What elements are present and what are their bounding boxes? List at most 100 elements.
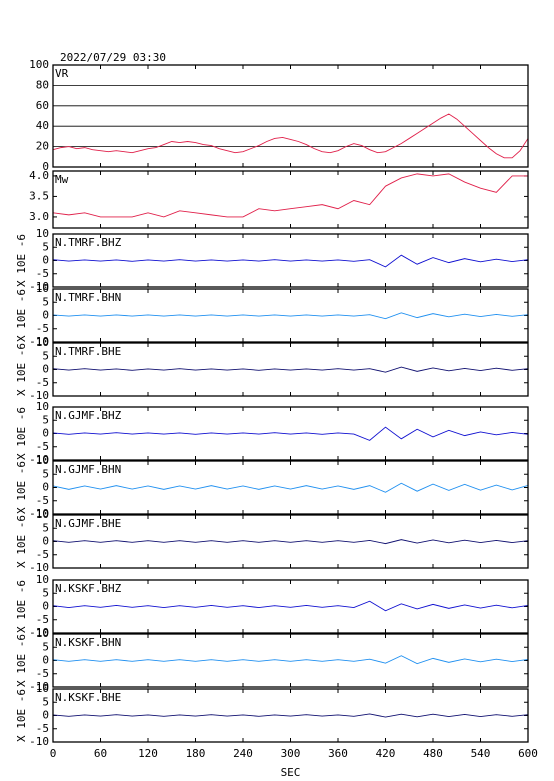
y-tick-label: 5 [42,467,49,480]
y-tick-label: 0 [42,363,49,376]
y-tick-label: 0 [42,709,49,722]
panel-frame [52,633,529,688]
trace [52,426,529,441]
y-tick-label: -10 [29,680,49,693]
trace [52,600,529,612]
panel-label: N.TMRF.BHZ [55,236,122,249]
y-tick-label: 0 [42,160,49,173]
trace [52,539,529,545]
panel-frame [52,688,529,743]
trace [52,173,528,218]
x-tick-label: 600 [518,747,538,760]
y-tick-label: 0 [42,427,49,440]
y-axis-label: X 10E -6 [15,343,28,396]
y-tick-label: 10 [36,682,49,695]
y-axis-label: X 10E -6 [15,634,28,687]
trace [52,366,529,373]
panel-frame [52,514,529,569]
panel-frame [52,288,529,343]
panel-label: N.KSKF.BHZ [55,582,122,595]
y-tick-label: 40 [36,119,49,132]
y-axis-label: X 10E -6 [15,289,28,342]
panel-label: N.GJMF.BHE [55,517,121,530]
y-tick-label: 10 [36,336,49,349]
x-tick-label: 240 [233,747,253,760]
trace [52,655,529,665]
y-tick-label: -5 [36,722,49,735]
panel-label: N.KSKF.BHN [55,636,121,649]
panel-label: VR [55,67,69,80]
y-tick-label: -5 [36,548,49,561]
y-tick-label: 4.0 [29,169,49,182]
panel-label: Mw [55,173,69,186]
x-tick-label: 180 [186,747,206,760]
y-tick-label: 5 [42,349,49,362]
panel-label: N.TMRF.BHN [55,291,121,304]
y-tick-label: -10 [29,507,49,520]
y-tick-label: 60 [36,99,49,112]
trace [52,254,529,268]
y-tick-label: -5 [36,322,49,335]
y-axis-label: X 10E -6 [15,234,28,287]
y-tick-label: 10 [36,508,49,521]
y-tick-label: 0 [42,535,49,548]
y-tick-label: -10 [29,735,49,748]
panel-label: N.TMRF.BHE [55,345,121,358]
y-axis-label: X 10E -6 [15,461,28,514]
y-tick-label: 3.0 [29,210,49,223]
x-tick-label: 120 [138,747,158,760]
y-tick-label: 10 [36,573,49,586]
y-tick-label: 5 [42,295,49,308]
y-tick-label: -5 [36,613,49,626]
y-tick-label: 10 [36,627,49,640]
x-axis-label: SEC [281,766,301,779]
y-tick-label: -10 [29,335,49,348]
y-tick-label: 80 [36,78,49,91]
trace [52,113,529,159]
chart-title: 2022/07/29 03:30 [60,51,166,64]
y-tick-label: -10 [29,561,49,574]
panel-frame [52,579,529,634]
y-tick-label: 0 [42,481,49,494]
x-tick-label: 0 [50,747,57,760]
y-axis-label: X 10E -6 [15,515,28,568]
y-tick-label: 5 [42,586,49,599]
x-tick-label: 60 [94,747,107,760]
y-tick-label: 0 [42,254,49,267]
panel-frame [52,233,529,288]
x-tick-label: 360 [328,747,348,760]
y-tick-label: 3.5 [29,189,49,202]
panel-label: N.KSKF.BHE [55,691,121,704]
y-tick-label: 5 [42,695,49,708]
trace [52,312,529,320]
y-tick-label: 5 [42,413,49,426]
trace [52,482,529,493]
y-tick-label: 100 [29,58,49,71]
y-tick-label: 0 [42,600,49,613]
panel-frame [52,342,529,397]
y-tick-label: 5 [42,640,49,653]
y-tick-label: -10 [29,626,49,639]
x-tick-label: 300 [281,747,301,760]
panel-label: N.GJMF.BHN [55,463,121,476]
y-tick-label: -5 [36,667,49,680]
panel-frame [52,170,529,229]
y-tick-label: 5 [42,240,49,253]
y-tick-label: -10 [29,280,49,293]
panel-label: N.GJMF.BHZ [55,409,122,422]
y-tick-label: 10 [36,282,49,295]
y-tick-label: 10 [36,227,49,240]
y-tick-label: 10 [36,454,49,467]
y-tick-label: 5 [42,521,49,534]
x-tick-label: 420 [376,747,396,760]
y-tick-label: 20 [36,140,49,153]
y-tick-label: 0 [42,654,49,667]
panel-frame [52,460,529,515]
y-tick-label: -5 [36,440,49,453]
y-axis-label: X 10E -6 [15,580,28,633]
y-tick-label: -5 [36,494,49,507]
panel-frame [52,406,529,461]
y-axis-label: X 10E -6 [15,689,28,742]
y-tick-label: -5 [36,267,49,280]
